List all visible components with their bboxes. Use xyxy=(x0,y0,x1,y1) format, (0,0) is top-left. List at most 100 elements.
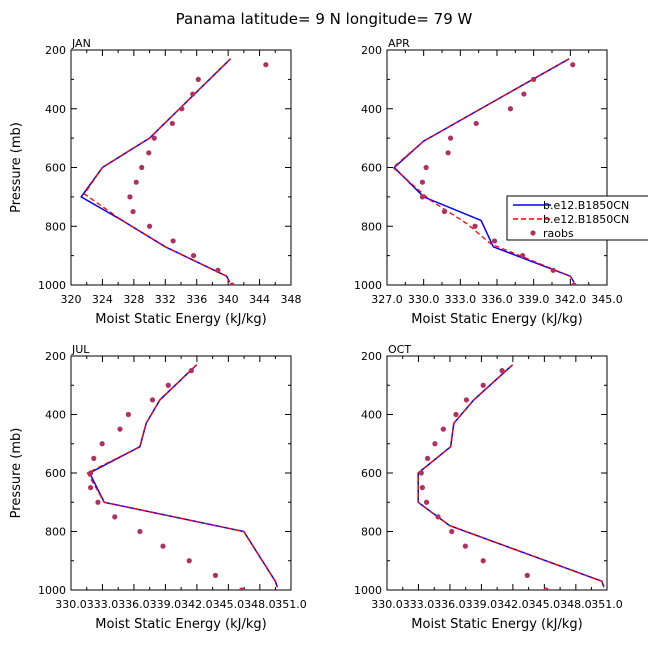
raobs-point xyxy=(472,223,478,229)
x-tick-label: 330.0 xyxy=(408,293,440,306)
y-tick-label: 800 xyxy=(361,526,382,539)
x-tick-label: 339.0 xyxy=(518,293,550,306)
y-axis-label: Pressure (mb) xyxy=(9,122,24,213)
x-tick-label: 339.0 xyxy=(466,598,498,611)
x-axis-label: Moist Static Energy (kJ/kg) xyxy=(411,617,582,632)
panel-jul: JUL 330.0 333.0 336.0 339.0 342.0 345.0 348.0 35… xyxy=(9,343,307,632)
x-tick-label: 342.0 xyxy=(555,293,587,306)
series-line-dashed xyxy=(417,364,605,588)
plot-area xyxy=(86,364,279,590)
raobs-point xyxy=(146,223,153,229)
raobs-point xyxy=(453,411,459,418)
x-tick-label: 342.0 xyxy=(497,598,529,611)
figure-title: Panama latitude= 9 N longitude= 79 W xyxy=(176,10,473,28)
raobs-point xyxy=(133,179,139,185)
y-tick-label: 200 xyxy=(45,350,66,363)
series-line-solid xyxy=(88,364,279,588)
x-tick-label: 333.0 xyxy=(87,598,119,611)
raobs-point xyxy=(215,267,221,273)
plot-area xyxy=(417,364,605,590)
y-tick-label: 400 xyxy=(45,103,66,116)
raobs-point xyxy=(190,253,197,259)
x-tick-label: 345.0 xyxy=(529,598,561,611)
raobs-point xyxy=(239,587,245,590)
raobs-point xyxy=(263,62,269,68)
x-tick-label: 336.0 xyxy=(434,598,466,611)
raobs-point xyxy=(212,572,219,578)
y-tick-label: 600 xyxy=(45,467,66,480)
panel-label: JUL xyxy=(71,343,90,356)
raobs-point xyxy=(188,368,194,374)
raobs-point xyxy=(440,426,446,432)
raobs-point xyxy=(91,455,97,461)
y-tick-label: 800 xyxy=(361,220,382,233)
series-line-solid xyxy=(417,364,605,588)
raobs-point xyxy=(473,120,479,127)
x-tick-label: 348.0 xyxy=(244,598,276,611)
raobs-point xyxy=(160,543,166,549)
panel-label: JAN xyxy=(71,37,91,50)
raobs-point xyxy=(441,208,448,215)
legend-label: b.e12.B1850CN xyxy=(543,213,629,226)
x-tick-label: 351.0 xyxy=(591,598,623,611)
x-tick-label: 330.0 xyxy=(55,598,87,611)
raobs-point xyxy=(570,62,576,68)
y-tick-label: 800 xyxy=(45,526,66,539)
x-axis-label: Moist Static Energy (kJ/kg) xyxy=(95,617,266,632)
raobs-point xyxy=(491,238,498,244)
raobs-point xyxy=(99,441,105,447)
y-tick-label: 1000 xyxy=(38,584,66,597)
y-axis-label: Pressure (mb) xyxy=(9,428,24,519)
x-tick-label: 345.0 xyxy=(591,293,623,306)
y-tick-label: 600 xyxy=(361,467,382,480)
raobs-point xyxy=(229,282,235,285)
axes-frame xyxy=(70,49,292,286)
y-tick-label: 1000 xyxy=(38,279,66,292)
panel-oct: OCT 330.0 333.0 336.0 339.0 342.0 345.0 348.0 35… xyxy=(354,343,623,632)
panel-apr: APR 327.0 330.0 333.0 336.0 339.0 342.0 345.0 20… xyxy=(354,37,623,327)
series-line-dashed xyxy=(86,364,279,588)
raobs-point xyxy=(480,558,486,564)
legend-label: raobs xyxy=(543,227,574,240)
x-tick-label: 345.0 xyxy=(213,598,245,611)
x-tick-label: 332 xyxy=(155,293,176,306)
y-tick-label: 400 xyxy=(361,103,382,116)
x-tick-label: 348 xyxy=(281,293,302,306)
raobs-point xyxy=(179,106,185,112)
raobs-point xyxy=(432,441,438,447)
legend-marker xyxy=(530,230,536,236)
x-tick-label: 324 xyxy=(92,293,113,306)
y-tick-label: 600 xyxy=(361,162,382,175)
raobs-point xyxy=(499,368,505,374)
raobs-point xyxy=(419,485,425,491)
raobs-point xyxy=(165,382,171,388)
raobs-point xyxy=(425,455,431,461)
raobs-point xyxy=(463,397,470,403)
raobs-point xyxy=(88,470,94,476)
y-tick-label: 1000 xyxy=(354,584,382,597)
y-tick-label: 200 xyxy=(361,350,382,363)
x-tick-label: 339.0 xyxy=(150,598,182,611)
raobs-point xyxy=(190,91,196,97)
raobs-point xyxy=(419,179,426,185)
raobs-point xyxy=(445,150,451,156)
series-line-solid xyxy=(80,58,232,283)
axes-frame xyxy=(386,49,608,286)
raobs-point xyxy=(543,587,549,590)
x-tick-label: 333.0 xyxy=(403,598,435,611)
legend-label: b.e12.B1850CN xyxy=(543,199,629,212)
raobs-point xyxy=(531,76,537,82)
chart-panels: JAN 320 324 328 332 336 340 344 348 200 400 600 800 1… xyxy=(9,37,623,632)
raobs-point xyxy=(117,426,123,432)
raobs-point xyxy=(520,253,526,259)
series-line-dashed xyxy=(392,58,575,283)
raobs-point xyxy=(418,470,424,476)
raobs-point xyxy=(419,194,426,200)
panel-label: APR xyxy=(388,37,410,50)
raobs-point xyxy=(524,572,530,578)
x-tick-label: 333.0 xyxy=(445,293,477,306)
y-tick-label: 600 xyxy=(45,162,66,175)
series-line-dashed xyxy=(83,58,231,283)
